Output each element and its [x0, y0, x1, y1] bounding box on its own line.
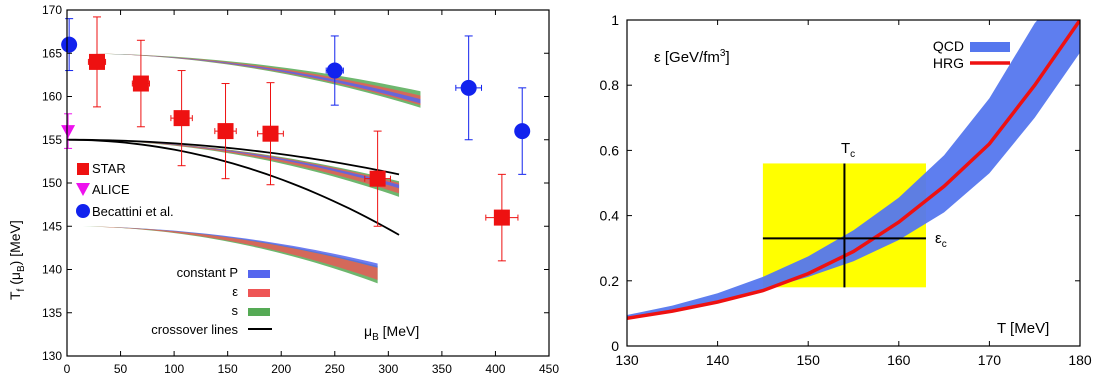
becattini-point: [460, 79, 477, 96]
legend-crossover-label: crossover lines: [151, 322, 238, 337]
right-axis-ticks: 130 140 150 160 170 180 0 0.2 0.4 0.6 0.8 1: [600, 12, 1092, 368]
x-tick-label: 150: [797, 352, 821, 368]
star-point: [88, 53, 105, 70]
y-tick-label: 160: [42, 90, 62, 104]
y-tick-label: 1: [611, 12, 619, 28]
y-tick-label: 0.2: [600, 273, 620, 289]
legend-epsilon-swatch: [248, 289, 270, 297]
y-tick-label: 145: [42, 219, 62, 233]
legend-alice-label: ALICE: [92, 182, 130, 197]
right-chart: 130 140 150 160 170 180 0 0.2 0.4 0.6 0.8 1 ε [GeV/…: [600, 12, 1092, 368]
y-tick-label: 130: [42, 349, 62, 363]
star-point: [262, 125, 279, 142]
right-plot-frame: [626, 19, 1081, 347]
y-tick-label: 135: [42, 306, 62, 320]
crossover-line: [66, 138, 400, 236]
becattini-point: [514, 123, 531, 140]
left-axis-ticks: 0 50 100 150 200 250 300 350 400 450 130 135 140 145 1…: [42, 3, 559, 376]
band-epsilon-145: [67, 226, 378, 280]
legend-constant-p-label: constant P: [177, 265, 238, 280]
y-tick-label: 150: [42, 176, 62, 190]
alice-point: [61, 125, 76, 139]
becattini-point: [61, 36, 78, 53]
freezeout-bands: [67, 53, 421, 284]
x-tick-label: 130: [615, 352, 639, 368]
y-tick-label: 0.8: [600, 77, 620, 93]
qcd-band: [627, 20, 1080, 319]
star-point: [132, 75, 149, 92]
x-tick-label: 150: [218, 362, 238, 376]
legend-qcd-label: QCD: [933, 38, 964, 54]
star-point: [493, 209, 510, 226]
legend-constant-p-swatch: [248, 270, 270, 278]
x-tick-label: 160: [887, 352, 911, 368]
eps-c-label: εc: [935, 230, 947, 250]
y-tick-label: 170: [42, 3, 62, 17]
hrg-curve: [627, 20, 1080, 321]
legend-s-swatch: [248, 308, 270, 316]
x-tick-label: 250: [325, 362, 345, 376]
left-x-axis-label: μB [MeV]: [364, 323, 419, 343]
data-points: [61, 16, 531, 262]
y-tick-label: 155: [42, 133, 62, 147]
x-tick-label: 0: [64, 362, 71, 376]
legend-epsilon-label: ε: [232, 284, 238, 299]
band-constant-p: [67, 53, 421, 104]
x-tick-label: 180: [1068, 352, 1092, 368]
left-plot-frame: [66, 9, 550, 357]
x-tick-label: 450: [539, 362, 559, 376]
legend-s-label: s: [232, 303, 239, 318]
star-point: [217, 123, 234, 140]
x-tick-label: 100: [164, 362, 184, 376]
x-tick-label: 200: [271, 362, 291, 376]
x-tick-label: 50: [114, 362, 128, 376]
crossover-lines: [66, 138, 400, 236]
star-point: [173, 110, 190, 127]
crossover-line: [66, 138, 400, 176]
legend-hrg-label: HRG: [933, 55, 964, 71]
band-s: [67, 53, 421, 108]
legend-qcd-swatch: [970, 42, 1010, 52]
legend-alice-marker: [76, 183, 90, 196]
qcd-band-area: [627, 20, 1080, 319]
star-point: [369, 170, 386, 187]
left-legend: STAR ALICE Becattini et al. constant P ε…: [76, 161, 272, 337]
left-chart: 0 50 100 150 200 250 300 350 400 450 130 135 140 145 1…: [7, 3, 559, 376]
y-tick-label: 0.4: [600, 208, 620, 224]
left-y-axis-label: Tf (μB) [MeV]: [7, 220, 27, 300]
becattini-point: [326, 62, 343, 79]
legend-becattini-label: Becattini et al.: [92, 204, 174, 219]
x-tick-label: 300: [378, 362, 398, 376]
right-x-axis-label: T [MeV]: [997, 320, 1049, 337]
tc-label: Tc: [841, 140, 855, 160]
x-tick-label: 350: [432, 362, 452, 376]
legend-star-marker: [77, 163, 89, 175]
tc-crosshair: [762, 163, 926, 288]
x-tick-label: 400: [485, 362, 505, 376]
legend-star-label: STAR: [92, 161, 126, 176]
x-tick-label: 170: [978, 352, 1002, 368]
hrg-line: [627, 20, 1080, 321]
band-epsilon: [67, 53, 421, 106]
y-tick-label: 0.6: [600, 142, 620, 158]
x-tick-label: 140: [706, 352, 730, 368]
legend-becattini-marker: [76, 204, 90, 218]
y-tick-label: 0: [611, 338, 619, 354]
energy-density-annotation: ε [GeV/fm3]: [654, 48, 730, 66]
y-tick-label: 165: [42, 46, 62, 60]
y-tick-label: 140: [42, 263, 62, 277]
